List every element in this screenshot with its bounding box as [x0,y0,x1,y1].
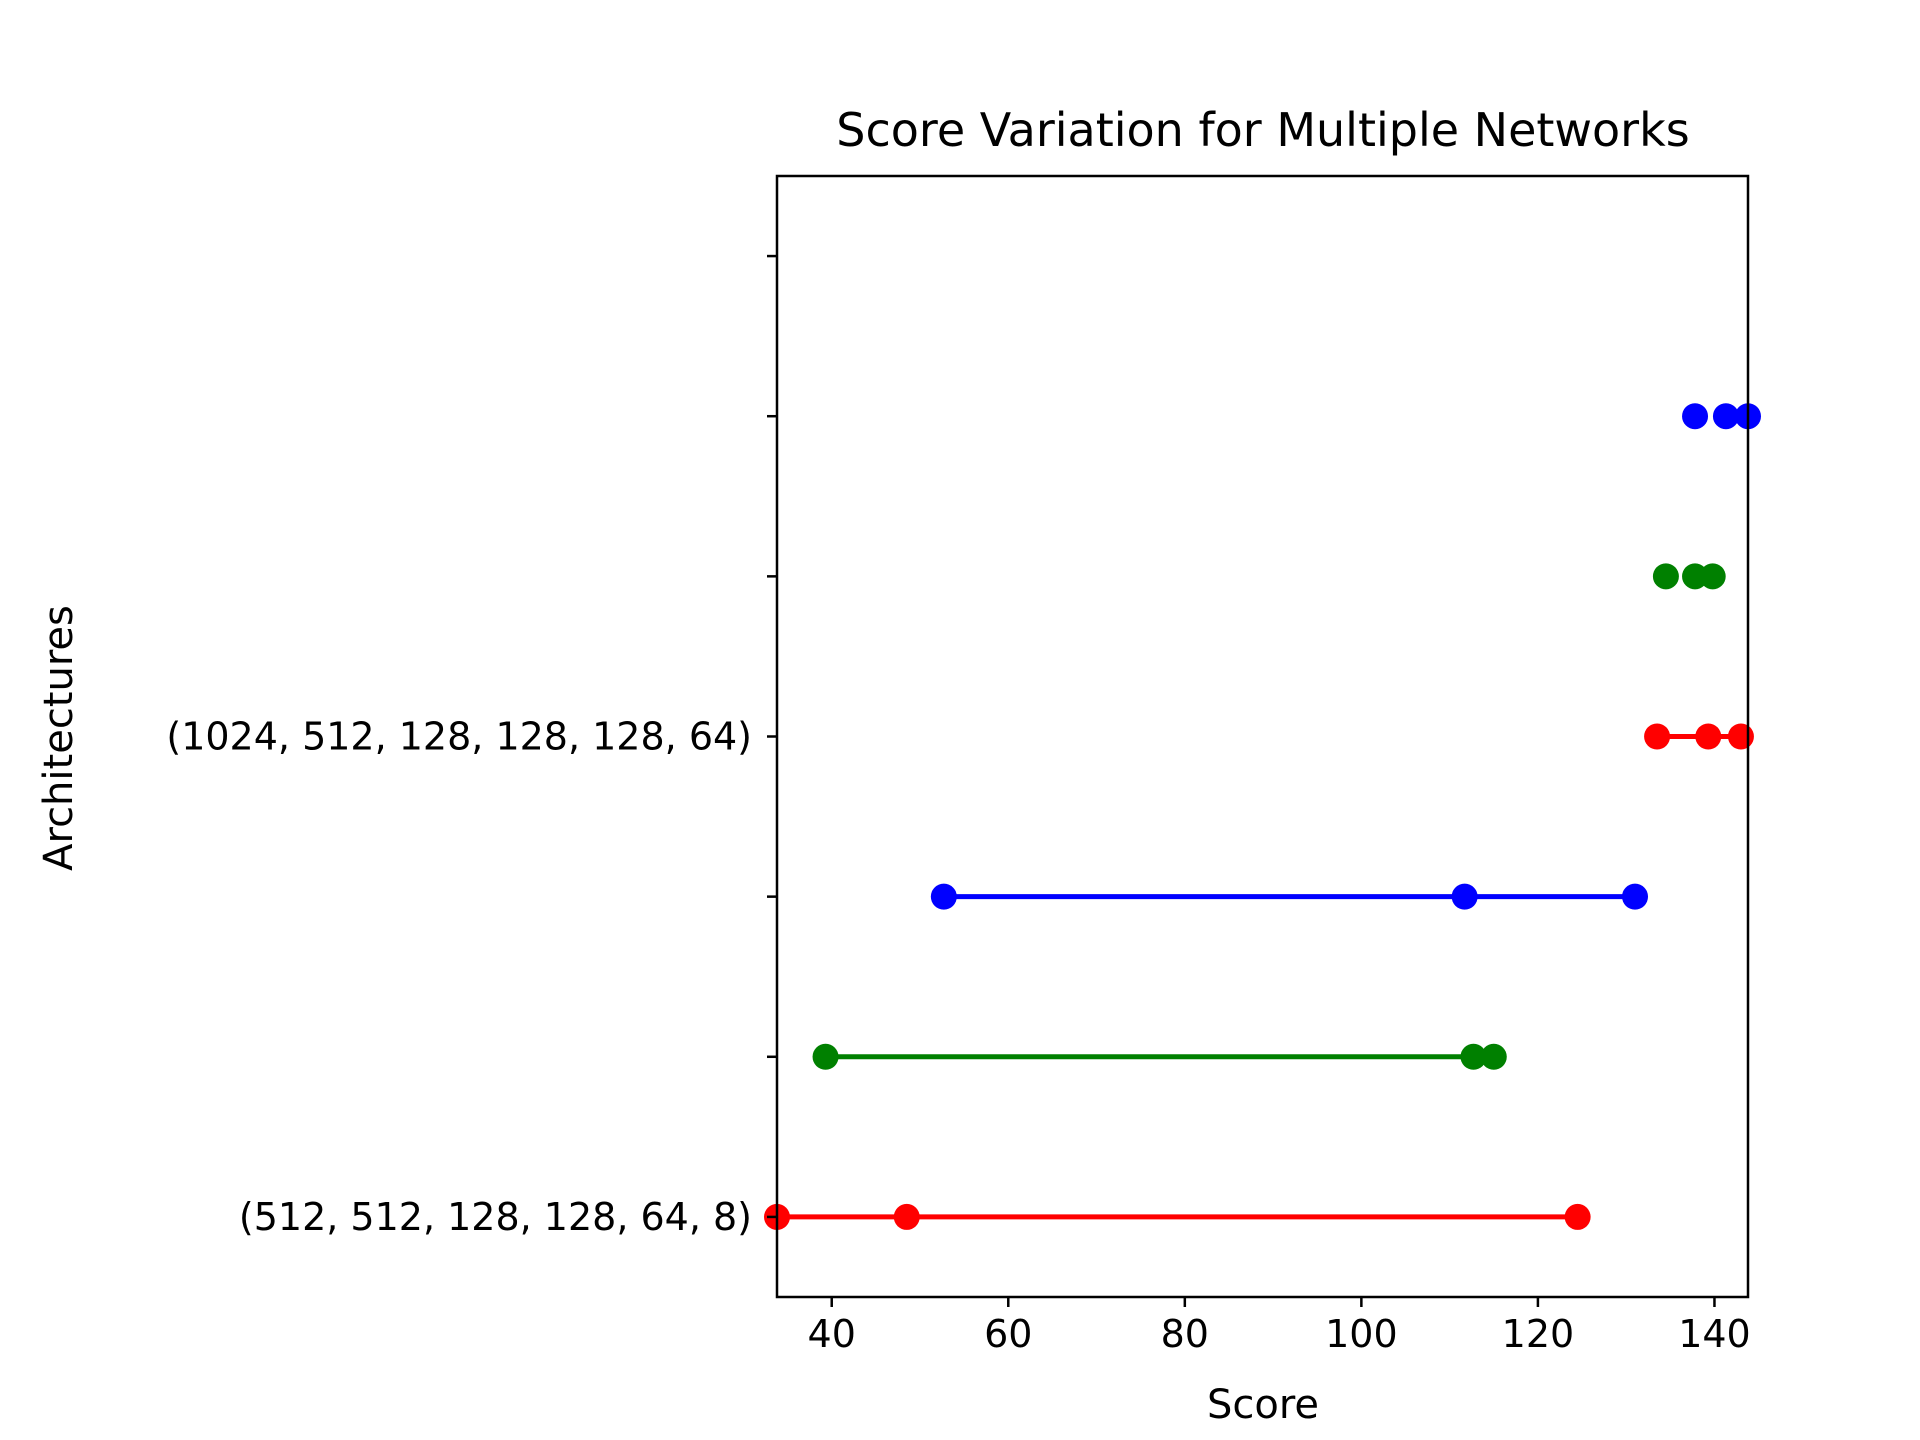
x-axis-label: Score [1207,1382,1319,1428]
x-tick-label: 140 [1678,1312,1751,1356]
data-point [1644,723,1671,750]
data-point [1712,403,1739,430]
y-tick-label: (1024, 512, 128, 128, 128, 64) [166,715,752,759]
data-point [1480,1043,1507,1070]
x-tick-label: 100 [1325,1312,1398,1356]
data-point [1699,563,1726,590]
data-point [1652,563,1679,590]
x-ticks: 40 60 80 100 120 140 [808,1297,1751,1356]
data-point [930,883,957,910]
data-point [1622,883,1649,910]
data-point [1451,883,1478,910]
data-point [1695,723,1722,750]
x-tick-label: 80 [1161,1312,1209,1356]
y-tick-label: (512, 512, 128, 128, 64, 8) [239,1195,752,1239]
y-ticks: (512, 512, 128, 128, 64, 8) (1024, 512, 1… [166,254,777,1239]
x-tick-label: 120 [1502,1312,1575,1356]
chart-title: Score Variation for Multiple Networks [836,103,1689,157]
data-point [1682,403,1709,430]
x-tick-label: 40 [808,1312,856,1356]
chart-marks [764,403,1761,1230]
data-point [1460,1043,1487,1070]
x-tick-label: 60 [984,1312,1032,1356]
data-point [1564,1203,1591,1230]
y-axis-label: Architectures [36,605,82,871]
data-point [1727,723,1754,750]
data-point [812,1043,839,1070]
data-point [893,1203,920,1230]
